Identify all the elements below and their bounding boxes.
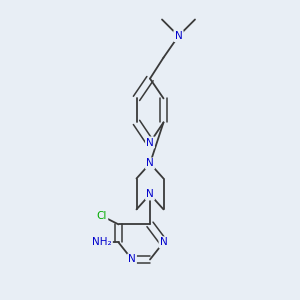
Text: N: N [175,31,182,41]
Text: N: N [146,189,154,200]
Text: NH₂: NH₂ [92,237,112,248]
Text: N: N [175,31,182,41]
Text: Cl: Cl [97,211,107,221]
Text: N: N [160,237,167,248]
Text: N: N [128,254,136,265]
Text: N: N [146,137,154,148]
Text: N: N [146,158,154,169]
